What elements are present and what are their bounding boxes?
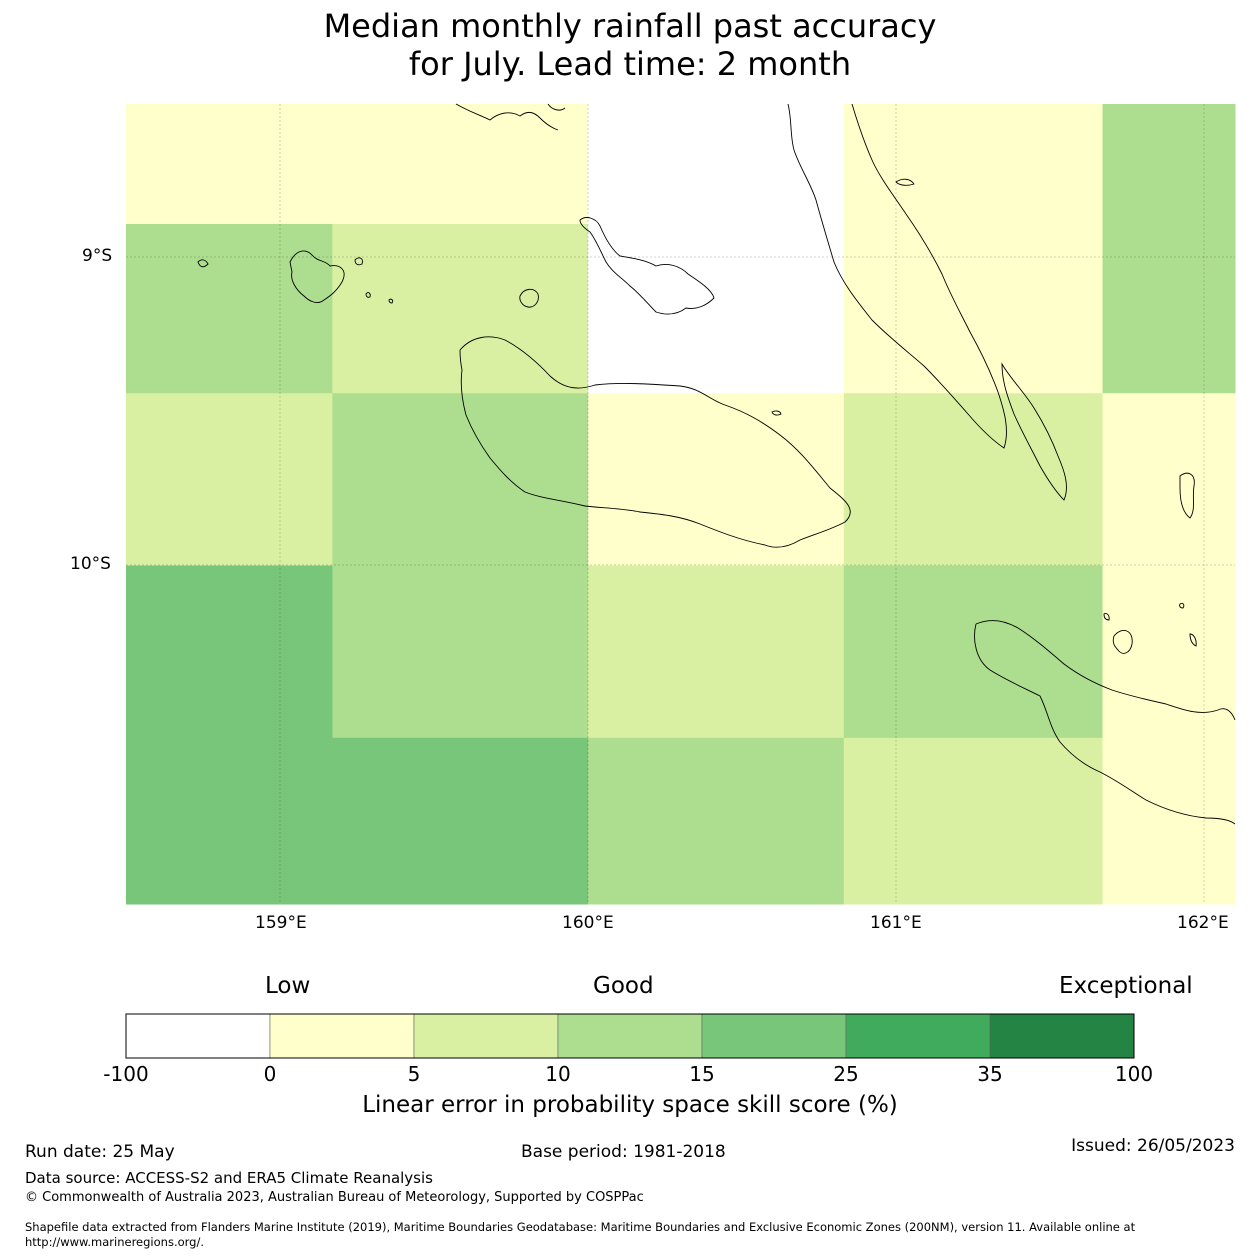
colorbar-tick: 15 bbox=[689, 1062, 715, 1086]
grid-cell bbox=[1102, 104, 1236, 225]
issued-date: Issued: 26/05/2023 bbox=[1071, 1136, 1235, 1156]
colorbar-segment bbox=[125, 1013, 271, 1059]
colorbar bbox=[125, 1013, 1135, 1059]
colorbar-tick: 5 bbox=[407, 1062, 421, 1086]
colorbar-segment bbox=[413, 1013, 559, 1059]
colorbar-tick: 0 bbox=[263, 1062, 277, 1086]
grid-cell bbox=[588, 565, 845, 739]
grid-cell bbox=[1102, 393, 1236, 567]
grid-cell bbox=[843, 224, 1104, 394]
y-tick-label: 10°S bbox=[70, 554, 111, 574]
grid-cell bbox=[843, 737, 1104, 905]
run-date: Run date: 25 May bbox=[25, 1142, 175, 1162]
coastline-islet-7 bbox=[771, 410, 782, 416]
coastline-islet-west bbox=[197, 259, 209, 268]
grid-cell bbox=[843, 393, 1104, 567]
coastline-islet-6 bbox=[895, 178, 915, 186]
coastline-malaita bbox=[787, 103, 1007, 449]
coastline-islet-10 bbox=[1103, 613, 1110, 621]
grid-cell bbox=[1102, 565, 1236, 739]
coastline-guadalcanal bbox=[459, 336, 851, 548]
coastline-islet-4 bbox=[388, 298, 394, 304]
grid-cell bbox=[126, 224, 333, 394]
grid-cell bbox=[1102, 224, 1236, 394]
coastline-islet-9 bbox=[1112, 630, 1133, 654]
grid-cell bbox=[588, 393, 845, 567]
grid-cell bbox=[332, 224, 589, 394]
coastline-malaita-south bbox=[1001, 362, 1067, 501]
colorbar-segment bbox=[989, 1013, 1135, 1059]
chart-title-line-1: Median monthly rainfall past accuracy bbox=[323, 7, 937, 45]
grid-cell bbox=[843, 104, 1104, 225]
coastline-santa-isabel-north bbox=[455, 103, 559, 131]
grid-cell bbox=[588, 737, 845, 905]
grid-cell bbox=[126, 737, 333, 905]
grid-cell bbox=[843, 565, 1104, 739]
coastline-makira bbox=[975, 620, 1236, 721]
colorbar-tick: 100 bbox=[1114, 1062, 1154, 1086]
colorbar-tick: -100 bbox=[103, 1062, 149, 1086]
coastline-islet-2 bbox=[354, 257, 363, 266]
colorbar-tick: 25 bbox=[833, 1062, 859, 1086]
x-tick-label: 161°E bbox=[870, 913, 922, 933]
coastline-makira-south bbox=[974, 623, 1236, 825]
grid-cell bbox=[588, 104, 845, 225]
grid-cell bbox=[126, 104, 333, 225]
colorbar-tick: 10 bbox=[545, 1062, 571, 1086]
coastline-florida-islands bbox=[289, 250, 345, 303]
grid-cell bbox=[332, 737, 589, 905]
coastlines bbox=[197, 103, 1236, 825]
grid-cell bbox=[588, 224, 845, 394]
coastline-islet-8 bbox=[1179, 472, 1195, 519]
grid-cell bbox=[126, 393, 333, 567]
coastline-islet-12 bbox=[1189, 633, 1197, 647]
colorbar-word-exceptional: Exceptional bbox=[1059, 973, 1193, 999]
colorbar-segment bbox=[701, 1013, 847, 1059]
y-tick-label: 9°S bbox=[82, 246, 113, 266]
data-source: Data source: ACCESS-S2 and ERA5 Climate … bbox=[25, 1169, 433, 1187]
coastline-islands-center bbox=[579, 217, 715, 315]
grid-cell bbox=[332, 104, 589, 225]
colorbar-segment bbox=[557, 1013, 703, 1059]
coastline-islet-north bbox=[547, 103, 566, 111]
x-tick-label: 162°E bbox=[1177, 913, 1229, 933]
x-tick-label: 159°E bbox=[255, 913, 307, 933]
base-period: Base period: 1981-2018 bbox=[521, 1142, 726, 1162]
colorbar-segment bbox=[269, 1013, 415, 1059]
colorbar-segment bbox=[845, 1013, 991, 1059]
coastline-islet-5 bbox=[365, 292, 371, 298]
copyright: © Commonwealth of Australia 2023, Austra… bbox=[25, 1190, 644, 1205]
grid-cell bbox=[332, 565, 589, 739]
coastline-islet-3 bbox=[519, 288, 539, 308]
x-tick-label: 160°E bbox=[562, 913, 614, 933]
grid-cell bbox=[1102, 737, 1236, 905]
skill-grid bbox=[126, 104, 1236, 905]
shapefile-credit: Shapefile data extracted from Flanders M… bbox=[25, 1220, 1136, 1249]
grid-cell bbox=[126, 565, 333, 739]
grid-cell bbox=[332, 393, 589, 567]
coastline-islet-11 bbox=[1179, 602, 1185, 609]
colorbar-word-low: Low bbox=[265, 973, 311, 999]
colorbar-word-good: Good bbox=[593, 973, 654, 999]
colorbar-outline bbox=[125, 1013, 1135, 1059]
chart-title-line-2: for July. Lead time: 2 month bbox=[408, 45, 852, 83]
graticule bbox=[126, 104, 1235, 904]
colorbar-tick: 35 bbox=[977, 1062, 1003, 1086]
colorbar-label: Linear error in probability space skill … bbox=[362, 1092, 898, 1118]
